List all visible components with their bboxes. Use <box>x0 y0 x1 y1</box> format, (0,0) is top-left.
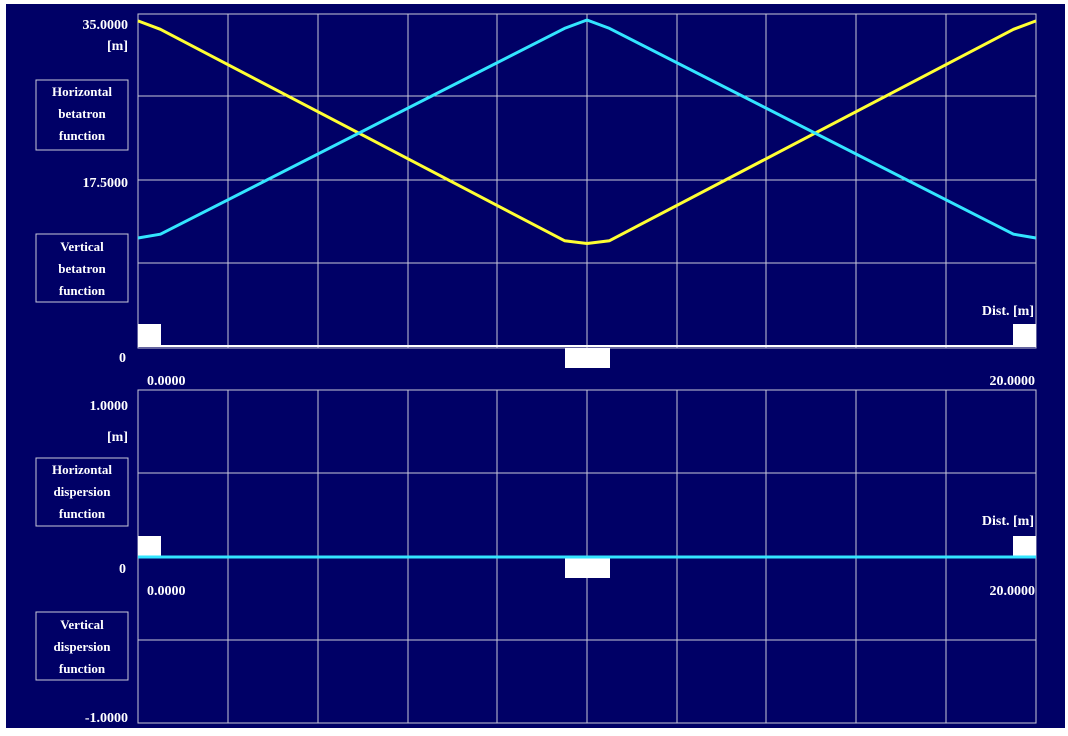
x-tick-label-start: 0.0000 <box>147 374 186 389</box>
y-tick-label-zero: 0 <box>119 351 126 366</box>
betatron-series <box>137 18 1037 245</box>
magnet-block-center <box>565 348 610 368</box>
legend-line-2: dispersion <box>53 484 111 499</box>
legend-vertical-dispersion[interactable]: Vertical dispersion function <box>35 611 129 681</box>
betatron-magnet-lattice <box>138 324 1036 368</box>
y-unit-label: [m] <box>107 430 128 445</box>
y-tick-label-top: 1.0000 <box>90 399 129 414</box>
distance-label: Dist. [m] <box>982 304 1034 319</box>
legend-box <box>35 233 129 303</box>
y-tick-label-top: 35.0000 <box>83 18 129 33</box>
chart-background <box>6 4 1065 728</box>
legend-horizontal-betatron[interactable]: Horizontal betatron function <box>35 79 129 151</box>
y-tick-label-bottom: -1.0000 <box>85 711 128 726</box>
dispersion-chart: 1.0000 [m] 0 -1.0000 0.0000 20.0000 Dist… <box>35 389 1037 726</box>
magnet-block-right <box>1013 324 1036 346</box>
y-tick-label-zero: 0 <box>119 562 126 577</box>
legend-line-1: Horizontal <box>52 84 112 99</box>
legend-line-2: betatron <box>58 106 106 121</box>
legend-line-3: function <box>59 283 106 298</box>
legend-vertical-betatron[interactable]: Vertical betatron function <box>35 233 129 303</box>
legend-line-2: betatron <box>58 261 106 276</box>
legend-horizontal-dispersion[interactable]: Horizontal dispersion function <box>35 457 129 527</box>
legend-line-1: Vertical <box>60 239 104 254</box>
magnet-block-left <box>138 324 161 346</box>
x-tick-label-end: 20.0000 <box>990 584 1036 599</box>
legend-line-1: Horizontal <box>52 462 112 477</box>
series-line-horizontal <box>137 19 1037 245</box>
y-unit-label: [m] <box>107 39 128 54</box>
dispersion-magnet-lattice <box>138 536 1036 578</box>
distance-label: Dist. [m] <box>982 514 1034 529</box>
magnet-block-right <box>1013 536 1036 558</box>
legend-box <box>35 457 129 527</box>
betatron-chart: 35.0000 [m] 17.5000 0 0.0000 20.0000 Dis… <box>35 13 1037 389</box>
magnet-block-left <box>138 536 161 558</box>
legend-line-1: Vertical <box>60 617 104 632</box>
x-tick-label-start: 0.0000 <box>147 584 186 599</box>
legend-line-2: dispersion <box>53 639 111 654</box>
legend-box <box>35 611 129 681</box>
legend-line-3: function <box>59 661 106 676</box>
y-tick-label-mid: 17.5000 <box>83 176 129 191</box>
legend-line-3: function <box>59 506 106 521</box>
x-tick-label-end: 20.0000 <box>990 374 1036 389</box>
legend-box <box>35 79 129 151</box>
magnet-block-center <box>565 558 610 578</box>
series-line-vertical <box>137 18 1037 240</box>
legend-line-3: function <box>59 128 106 143</box>
